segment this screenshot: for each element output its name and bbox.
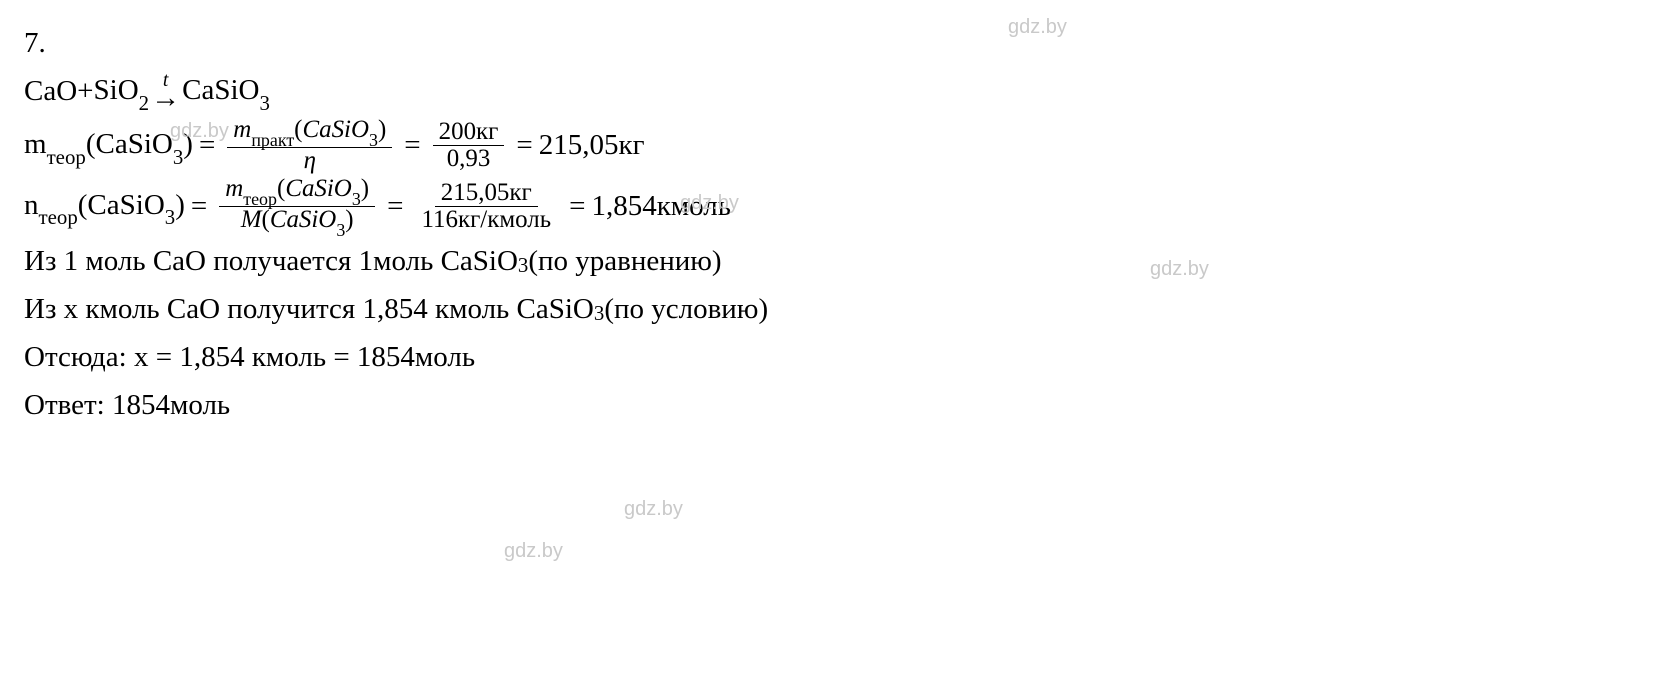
f4d-close: )	[345, 206, 353, 233]
f4d-M: M	[241, 206, 262, 233]
nteor-lhs: nтеор(CaSiO3)	[24, 183, 185, 230]
m-close: )	[183, 128, 193, 160]
problem-number: 7.	[24, 21, 46, 66]
equals-2: =	[404, 123, 420, 168]
f4-sub3: 3	[352, 189, 361, 209]
n-sub-3: 3	[165, 205, 175, 229]
product-1-base: CaSiO	[182, 74, 259, 106]
equals-4: =	[191, 184, 207, 229]
m-sub-3: 3	[173, 145, 183, 169]
fraction-mteor-M: mтеор(CaSiO3) M(CaSiO3)	[219, 176, 375, 237]
line5-sub: 3	[518, 249, 528, 281]
f4-close: )	[361, 175, 369, 202]
f4d-open: (	[262, 206, 270, 233]
mteor-lhs: mтеор(CaSiO3)	[24, 122, 193, 169]
line6-text-b: (по условию)	[604, 287, 768, 332]
stoich-line-2: Из х кмоль CaO получится 1,854 кмоль CaS…	[24, 287, 1632, 333]
equals-5: =	[387, 184, 403, 229]
frac2-num: 200кг	[433, 119, 505, 146]
line6-text-a: Из х кмоль CaO получится 1,854 кмоль CaS…	[24, 287, 594, 332]
fraction-215-116: 215,05кг 116кг/кмоль	[415, 180, 557, 233]
therefore-line: Отсюда: x = 1,854 кмоль = 1854моль	[24, 335, 1632, 381]
frac1-m: m	[233, 116, 251, 143]
reagent-2: SiO2	[94, 68, 150, 115]
reagent-1: CaO	[24, 69, 77, 114]
product-1-sub: 3	[259, 91, 269, 115]
n-open: (CaSiO	[78, 189, 165, 221]
watermark-text: gdz.by	[624, 494, 683, 525]
f4-sub-teor: теор	[243, 189, 277, 209]
n-symbol: n	[24, 189, 39, 221]
reaction-equation: CaO + SiO2 t → CaSiO3	[24, 68, 1632, 115]
f4-m: m	[225, 175, 243, 202]
arrow-icon: →	[151, 88, 180, 110]
watermark-text: gdz.by	[504, 536, 563, 567]
mole-theoretical-line: nтеор(CaSiO3) = mтеор(CaSiO3) M(CaSiO3) …	[24, 176, 1632, 237]
frac1-casio: CaSiO	[302, 116, 369, 143]
line5-text-a: Из 1 моль CaO получается 1моль CaSiO	[24, 239, 518, 284]
frac1-close: )	[378, 116, 386, 143]
line5-text-b: (по уравнению)	[528, 239, 721, 284]
m-sub-teor: теор	[47, 145, 86, 169]
mteor-result: 215,05кг	[539, 123, 645, 168]
mass-theoretical-line: mтеор(CaSiO3) = mпракт(CaSiO3) η = 200кг…	[24, 117, 1632, 174]
f4d-sub3: 3	[336, 220, 345, 240]
reaction-arrow: t →	[151, 73, 180, 110]
n-close: )	[175, 189, 185, 221]
plus-sign: +	[77, 69, 93, 114]
reagent-2-sub: 2	[139, 91, 149, 115]
line8-text: Ответ: 1854моль	[24, 383, 230, 428]
product-1: CaSiO3	[182, 68, 270, 115]
equals-1: =	[199, 123, 215, 168]
n-sub-teor: теор	[39, 205, 78, 229]
frac2-den: 0,93	[441, 146, 497, 172]
equals-3: =	[516, 123, 532, 168]
line6-sub: 3	[594, 297, 604, 329]
f4-casio: CaSiO	[285, 175, 352, 202]
m-open: (CaSiO	[86, 128, 173, 160]
frac1-eta: η	[298, 148, 322, 174]
reagent-2-base: SiO	[94, 74, 139, 106]
f4-frac2-num: 215,05кг	[435, 180, 538, 207]
f4d-casio: CaSiO	[270, 206, 337, 233]
answer-line: Ответ: 1854моль	[24, 383, 1632, 429]
nteor-result: 1,854кмоль	[591, 184, 731, 229]
f4-frac2-den: 116кг/кмоль	[415, 207, 557, 233]
fraction-200-093: 200кг 0,93	[433, 119, 505, 172]
stoich-line-1: Из 1 моль CaO получается 1моль CaSiO3 (п…	[24, 239, 1632, 285]
line7-text: Отсюда: x = 1,854 кмоль = 1854моль	[24, 335, 475, 380]
frac1-sub3: 3	[369, 130, 378, 150]
frac1-sub-prakt: практ	[251, 130, 294, 150]
m-symbol: m	[24, 128, 47, 160]
equals-6: =	[569, 184, 585, 229]
fraction-mpract-eta: mпракт(CaSiO3) η	[227, 117, 392, 174]
